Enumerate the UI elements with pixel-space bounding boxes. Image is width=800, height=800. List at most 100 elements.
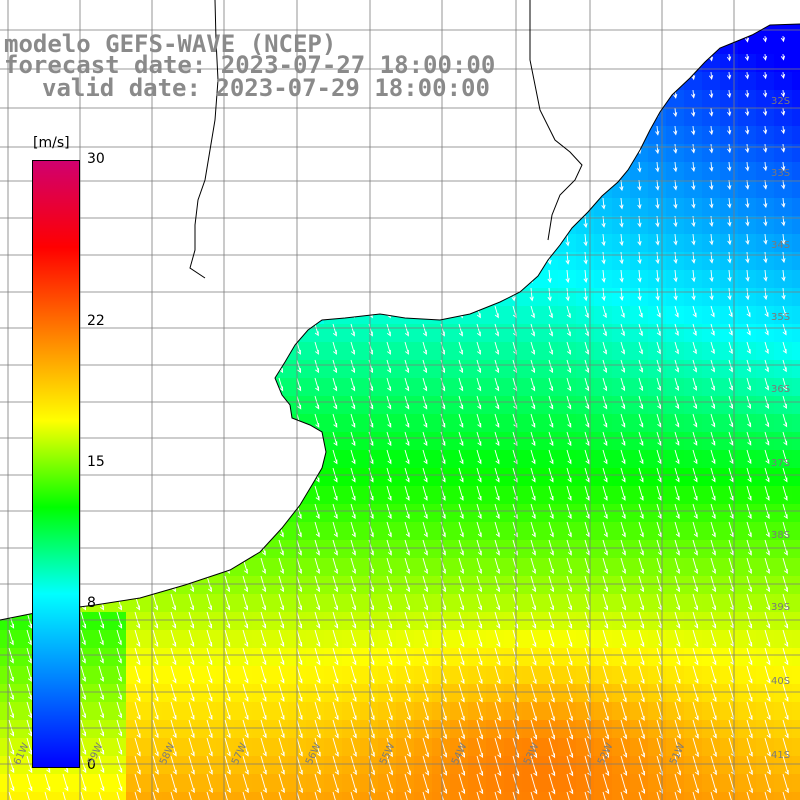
wind-speed-cell xyxy=(720,24,739,37)
wind-arrow xyxy=(782,773,789,794)
wind-arrow xyxy=(277,287,282,302)
wind-speed-cell xyxy=(522,432,541,451)
wind-speed-cell xyxy=(162,126,181,145)
wind-arrow xyxy=(690,24,696,26)
wind-speed-cell xyxy=(738,720,757,739)
wind-speed-cell xyxy=(324,432,343,451)
wind-speed-cell xyxy=(594,774,613,793)
wind-arrow xyxy=(745,197,750,209)
wind-speed-cell xyxy=(522,450,541,469)
wind-arrow xyxy=(295,251,300,265)
wind-arrow xyxy=(134,719,141,739)
wind-speed-cell xyxy=(792,90,800,109)
wind-arrow xyxy=(332,323,337,337)
wind-arrow xyxy=(25,197,30,210)
wind-arrow xyxy=(314,737,321,757)
wind-arrow xyxy=(548,341,553,355)
wind-arrow xyxy=(115,287,120,302)
wind-speed-cell xyxy=(90,0,109,19)
wind-arrow xyxy=(583,35,588,46)
wind-speed-cell xyxy=(198,342,217,361)
wind-arrow xyxy=(331,179,336,192)
wind-speed-cell xyxy=(756,756,775,775)
wind-speed-cell xyxy=(324,522,343,541)
wind-arrow xyxy=(296,755,303,775)
wind-speed-cell xyxy=(144,720,163,739)
wind-arrow xyxy=(152,557,158,574)
wind-arrow xyxy=(205,143,210,155)
wind-speed-cell xyxy=(450,108,469,127)
wind-arrow xyxy=(764,323,769,336)
wind-arrow xyxy=(259,107,264,119)
wind-arrow xyxy=(241,125,246,137)
wind-speed-cell xyxy=(360,108,379,127)
wind-speed-cell xyxy=(486,378,505,397)
wind-arrow xyxy=(493,197,498,211)
wind-speed-cell xyxy=(270,216,289,235)
wind-arrow xyxy=(224,773,231,794)
wind-arrow xyxy=(494,773,502,795)
wind-arrow xyxy=(367,143,372,156)
wind-arrow xyxy=(205,125,210,137)
wind-speed-cell xyxy=(378,756,397,775)
wind-arrow xyxy=(188,773,195,794)
wind-speed-cell xyxy=(144,306,163,325)
wind-arrow xyxy=(584,305,589,319)
wind-arrow xyxy=(349,35,354,46)
wind-speed-cell xyxy=(180,630,199,649)
wind-arrow xyxy=(277,161,282,174)
wind-arrow xyxy=(602,791,610,800)
wind-speed-cell xyxy=(504,486,523,505)
wind-speed-cell xyxy=(792,558,800,577)
wind-arrow xyxy=(170,359,176,374)
wind-arrow xyxy=(620,737,628,758)
wind-arrow xyxy=(116,377,122,392)
wind-arrow xyxy=(98,431,104,447)
wind-speed-cell xyxy=(594,468,613,487)
wind-speed-cell xyxy=(468,738,487,757)
wind-speed-cell xyxy=(216,216,235,235)
wind-speed-cell xyxy=(702,684,721,703)
wind-speed-cell xyxy=(612,378,631,397)
wind-speed-cell xyxy=(666,738,685,757)
wind-speed-cell xyxy=(0,648,19,667)
wind-speed-cell xyxy=(36,0,55,19)
wind-arrow xyxy=(116,539,122,556)
wind-speed-cell xyxy=(612,270,631,289)
wind-arrow xyxy=(224,665,231,684)
wind-speed-cell xyxy=(252,522,271,541)
wind-speed-cell xyxy=(378,666,397,685)
wind-arrow xyxy=(332,305,337,319)
wind-speed-cell xyxy=(702,702,721,721)
wind-speed-cell xyxy=(216,450,235,469)
wind-speed-cell xyxy=(648,558,667,577)
wind-arrow xyxy=(494,413,500,428)
wind-speed-cell xyxy=(468,720,487,739)
wind-arrow xyxy=(404,431,410,447)
wind-arrow xyxy=(187,287,192,302)
wind-arrow xyxy=(278,755,285,775)
wind-arrow xyxy=(188,755,195,775)
wind-speed-cell xyxy=(216,108,235,127)
wind-speed-cell xyxy=(162,180,181,199)
wind-speed-cell xyxy=(342,774,361,793)
wind-speed-cell xyxy=(792,54,800,73)
wind-arrow xyxy=(224,521,230,538)
wind-speed-cell xyxy=(630,468,649,487)
wind-arrow xyxy=(710,431,716,446)
wind-arrow xyxy=(242,431,248,447)
wind-speed-cell xyxy=(738,540,757,559)
title-forecast-date: forecast date: 2023-07-27 18:00:00 xyxy=(4,51,496,79)
wind-speed-cell xyxy=(162,360,181,379)
wind-arrow xyxy=(259,24,264,27)
wind-arrow xyxy=(746,557,752,574)
wind-speed-cell xyxy=(522,54,541,73)
wind-arrow xyxy=(493,179,498,192)
wind-speed-cell xyxy=(648,684,667,703)
wind-speed-cell xyxy=(648,612,667,631)
wind-arrow xyxy=(349,161,354,174)
wind-arrow xyxy=(439,197,444,211)
wind-speed-cell xyxy=(576,504,595,523)
wind-speed-cell xyxy=(468,504,487,523)
wind-arrow xyxy=(782,521,788,538)
